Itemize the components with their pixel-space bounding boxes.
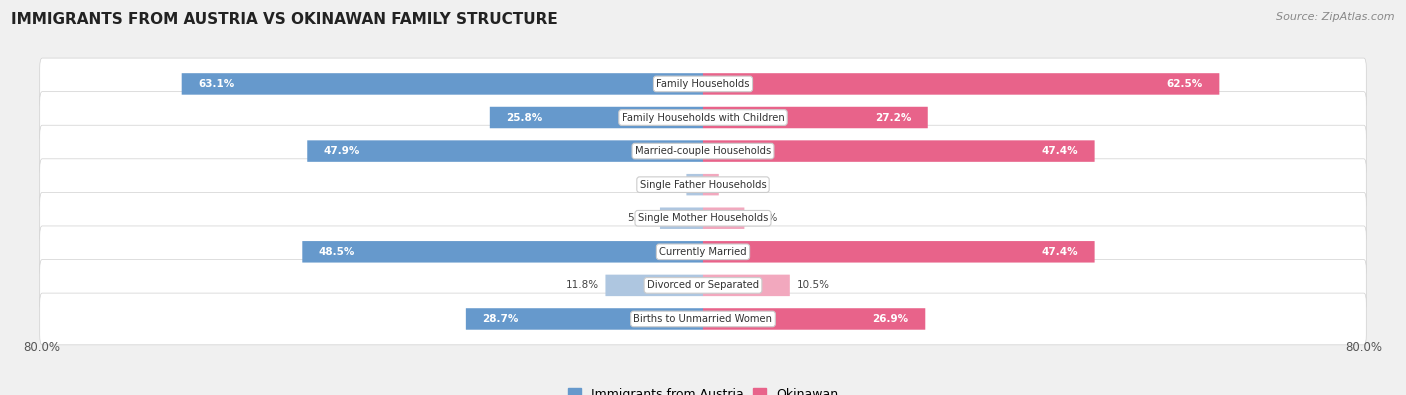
FancyBboxPatch shape xyxy=(181,73,703,95)
Text: 47.9%: 47.9% xyxy=(323,146,360,156)
Text: Currently Married: Currently Married xyxy=(659,247,747,257)
Text: 1.9%: 1.9% xyxy=(725,180,752,190)
Text: 2.0%: 2.0% xyxy=(654,180,681,190)
FancyBboxPatch shape xyxy=(489,107,703,128)
FancyBboxPatch shape xyxy=(659,207,703,229)
Text: IMMIGRANTS FROM AUSTRIA VS OKINAWAN FAMILY STRUCTURE: IMMIGRANTS FROM AUSTRIA VS OKINAWAN FAMI… xyxy=(11,12,558,27)
FancyBboxPatch shape xyxy=(703,308,925,330)
Text: Divorced or Separated: Divorced or Separated xyxy=(647,280,759,290)
FancyBboxPatch shape xyxy=(302,241,703,263)
Legend: Immigrants from Austria, Okinawan: Immigrants from Austria, Okinawan xyxy=(564,384,842,395)
Text: Married-couple Households: Married-couple Households xyxy=(636,146,770,156)
FancyBboxPatch shape xyxy=(703,241,1095,263)
FancyBboxPatch shape xyxy=(39,58,1367,110)
FancyBboxPatch shape xyxy=(308,140,703,162)
Text: Single Mother Households: Single Mother Households xyxy=(638,213,768,223)
Text: Family Households with Children: Family Households with Children xyxy=(621,113,785,122)
Text: 62.5%: 62.5% xyxy=(1167,79,1202,89)
FancyBboxPatch shape xyxy=(465,308,703,330)
FancyBboxPatch shape xyxy=(703,207,744,229)
Text: Family Households: Family Households xyxy=(657,79,749,89)
Text: Source: ZipAtlas.com: Source: ZipAtlas.com xyxy=(1277,12,1395,22)
FancyBboxPatch shape xyxy=(39,226,1367,278)
Text: 28.7%: 28.7% xyxy=(482,314,519,324)
Text: 26.9%: 26.9% xyxy=(873,314,908,324)
FancyBboxPatch shape xyxy=(606,275,703,296)
Text: Births to Unmarried Women: Births to Unmarried Women xyxy=(634,314,772,324)
Text: 48.5%: 48.5% xyxy=(319,247,356,257)
Text: 47.4%: 47.4% xyxy=(1042,247,1078,257)
FancyBboxPatch shape xyxy=(39,260,1367,311)
Text: Single Father Households: Single Father Households xyxy=(640,180,766,190)
FancyBboxPatch shape xyxy=(39,125,1367,177)
FancyBboxPatch shape xyxy=(703,73,1219,95)
Text: 10.5%: 10.5% xyxy=(796,280,830,290)
Text: 63.1%: 63.1% xyxy=(198,79,235,89)
Text: 27.2%: 27.2% xyxy=(875,113,911,122)
FancyBboxPatch shape xyxy=(686,174,703,196)
Text: 47.4%: 47.4% xyxy=(1042,146,1078,156)
FancyBboxPatch shape xyxy=(703,174,718,196)
Text: 11.8%: 11.8% xyxy=(565,280,599,290)
FancyBboxPatch shape xyxy=(703,107,928,128)
FancyBboxPatch shape xyxy=(703,275,790,296)
FancyBboxPatch shape xyxy=(39,293,1367,345)
FancyBboxPatch shape xyxy=(39,192,1367,244)
FancyBboxPatch shape xyxy=(39,159,1367,211)
FancyBboxPatch shape xyxy=(703,140,1095,162)
FancyBboxPatch shape xyxy=(39,92,1367,143)
Text: 25.8%: 25.8% xyxy=(506,113,543,122)
Text: 5.2%: 5.2% xyxy=(627,213,654,223)
Text: 5.0%: 5.0% xyxy=(751,213,778,223)
